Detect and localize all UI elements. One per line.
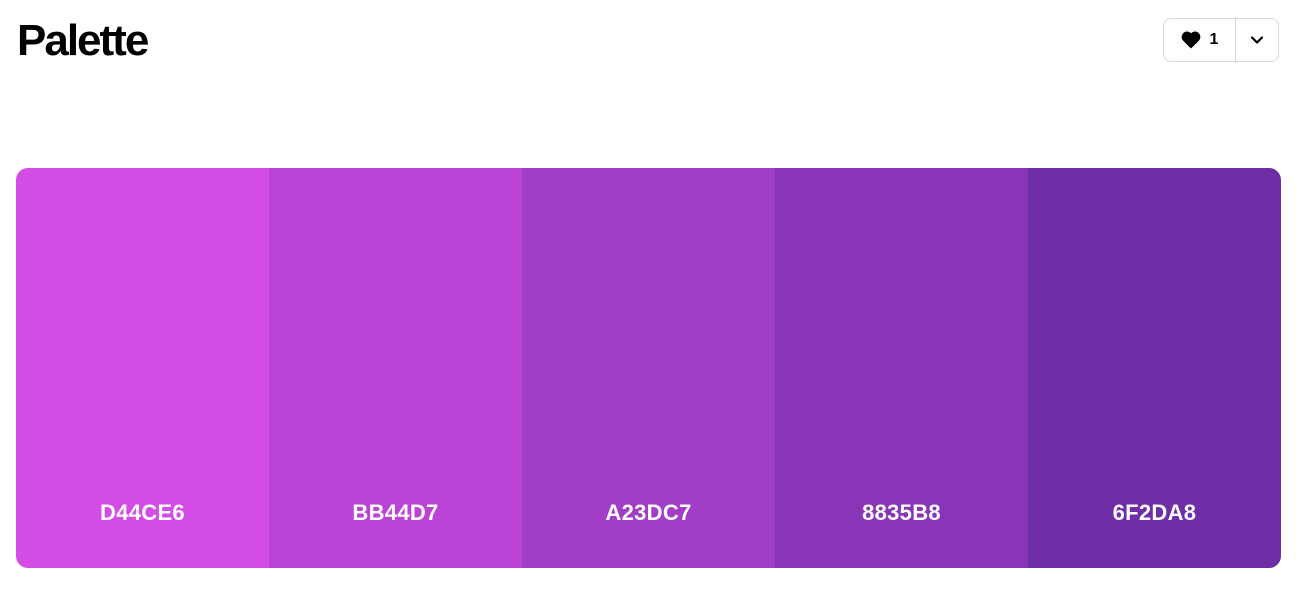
swatch-hex-code: BB44D7: [352, 500, 439, 525]
more-options-button[interactable]: [1236, 19, 1278, 61]
page-title: Palette: [17, 16, 149, 65]
like-count: 1: [1209, 31, 1219, 48]
color-swatch[interactable]: 8835B8: [775, 168, 1028, 568]
palette-swatches: D44CE6 BB44D7 A23DC7 8835B8 6F2DA8: [16, 168, 1281, 568]
color-swatch[interactable]: D44CE6: [16, 168, 269, 568]
color-swatch[interactable]: A23DC7: [522, 168, 775, 568]
color-swatch[interactable]: BB44D7: [269, 168, 522, 568]
chevron-down-icon: [1250, 35, 1264, 45]
heart-icon: [1181, 31, 1201, 49]
swatch-hex-code: 6F2DA8: [1112, 500, 1197, 525]
swatch-hex-code: 8835B8: [862, 500, 941, 525]
like-button[interactable]: 1: [1164, 19, 1236, 61]
swatch-hex-code: A23DC7: [605, 500, 692, 525]
swatch-hex-code: D44CE6: [100, 500, 185, 525]
color-swatch[interactable]: 6F2DA8: [1028, 168, 1281, 568]
palette-actions: 1: [1163, 18, 1279, 62]
